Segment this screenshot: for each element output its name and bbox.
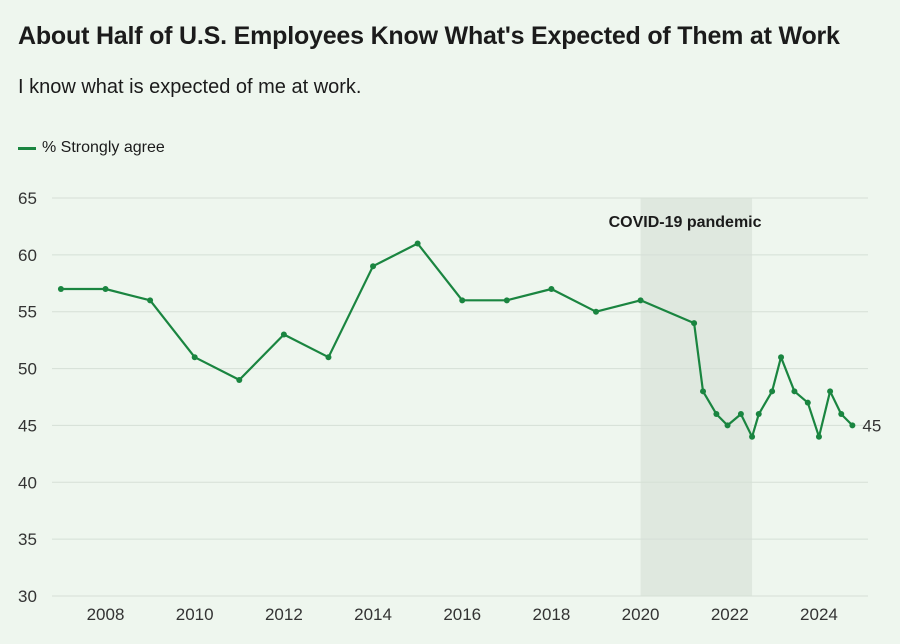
data-point [755, 411, 762, 418]
grid-layer [52, 197, 868, 597]
legend-swatch [18, 146, 36, 150]
data-point [503, 297, 510, 304]
data-point [57, 285, 64, 292]
chart-title: About Half of U.S. Employees Know What's… [18, 22, 840, 50]
x-tick-label: 2022 [711, 605, 749, 624]
x-tick-label: 2008 [87, 605, 125, 624]
data-point [749, 433, 756, 440]
series-layer: 45 [57, 240, 881, 440]
y-axis-ticks: 30 35 40 45 50 55 60 65 [18, 189, 37, 606]
data-point [804, 399, 811, 406]
data-point [637, 297, 644, 304]
legend: % Strongly agree [18, 139, 165, 157]
data-point [236, 376, 243, 383]
data-point [414, 240, 421, 247]
end-value-label: 45 [862, 416, 881, 435]
data-point [191, 354, 198, 361]
y-tick-label: 35 [18, 530, 37, 549]
data-point [700, 388, 707, 395]
data-point [778, 354, 785, 361]
x-tick-label: 2010 [176, 605, 214, 624]
data-point [102, 285, 109, 292]
y-tick-label: 40 [18, 473, 37, 492]
data-point [724, 422, 731, 429]
data-point [593, 308, 599, 315]
data-point [325, 354, 332, 361]
data-point [280, 331, 287, 338]
data-point [459, 297, 466, 304]
data-point [849, 422, 856, 429]
data-point [791, 388, 798, 395]
data-point [827, 388, 834, 395]
y-tick-label: 65 [18, 189, 37, 208]
data-point [838, 411, 845, 418]
y-tick-label: 45 [18, 416, 37, 435]
data-point [769, 388, 776, 395]
x-axis-ticks: 2008 2010 2012 2014 2016 2018 2020 2022 2024 [87, 605, 838, 624]
x-tick-label: 2020 [622, 605, 660, 624]
y-tick-label: 50 [18, 360, 37, 379]
data-point [147, 297, 154, 304]
y-tick-label: 30 [18, 587, 37, 606]
covid-shade-band [640, 198, 753, 596]
x-tick-label: 2024 [800, 605, 838, 624]
data-point [713, 411, 720, 418]
data-point [370, 263, 377, 270]
y-tick-label: 60 [18, 246, 37, 265]
x-tick-label: 2018 [532, 605, 570, 624]
data-point [548, 285, 555, 292]
data-point [737, 411, 744, 418]
chart-subtitle: I know what is expected of me at work. [18, 76, 362, 98]
data-point [815, 433, 822, 440]
y-tick-label: 55 [18, 303, 37, 322]
covid-annotation-label: COVID-19 pandemic [609, 214, 762, 231]
annotation-layer: COVID-19 pandemic [609, 214, 762, 231]
legend-label: % Strongly agree [42, 139, 165, 156]
x-tick-label: 2014 [354, 605, 392, 624]
x-tick-label: 2016 [443, 605, 481, 624]
x-tick-label: 2012 [265, 605, 303, 624]
shade-layer [640, 198, 753, 596]
data-point [691, 320, 698, 327]
